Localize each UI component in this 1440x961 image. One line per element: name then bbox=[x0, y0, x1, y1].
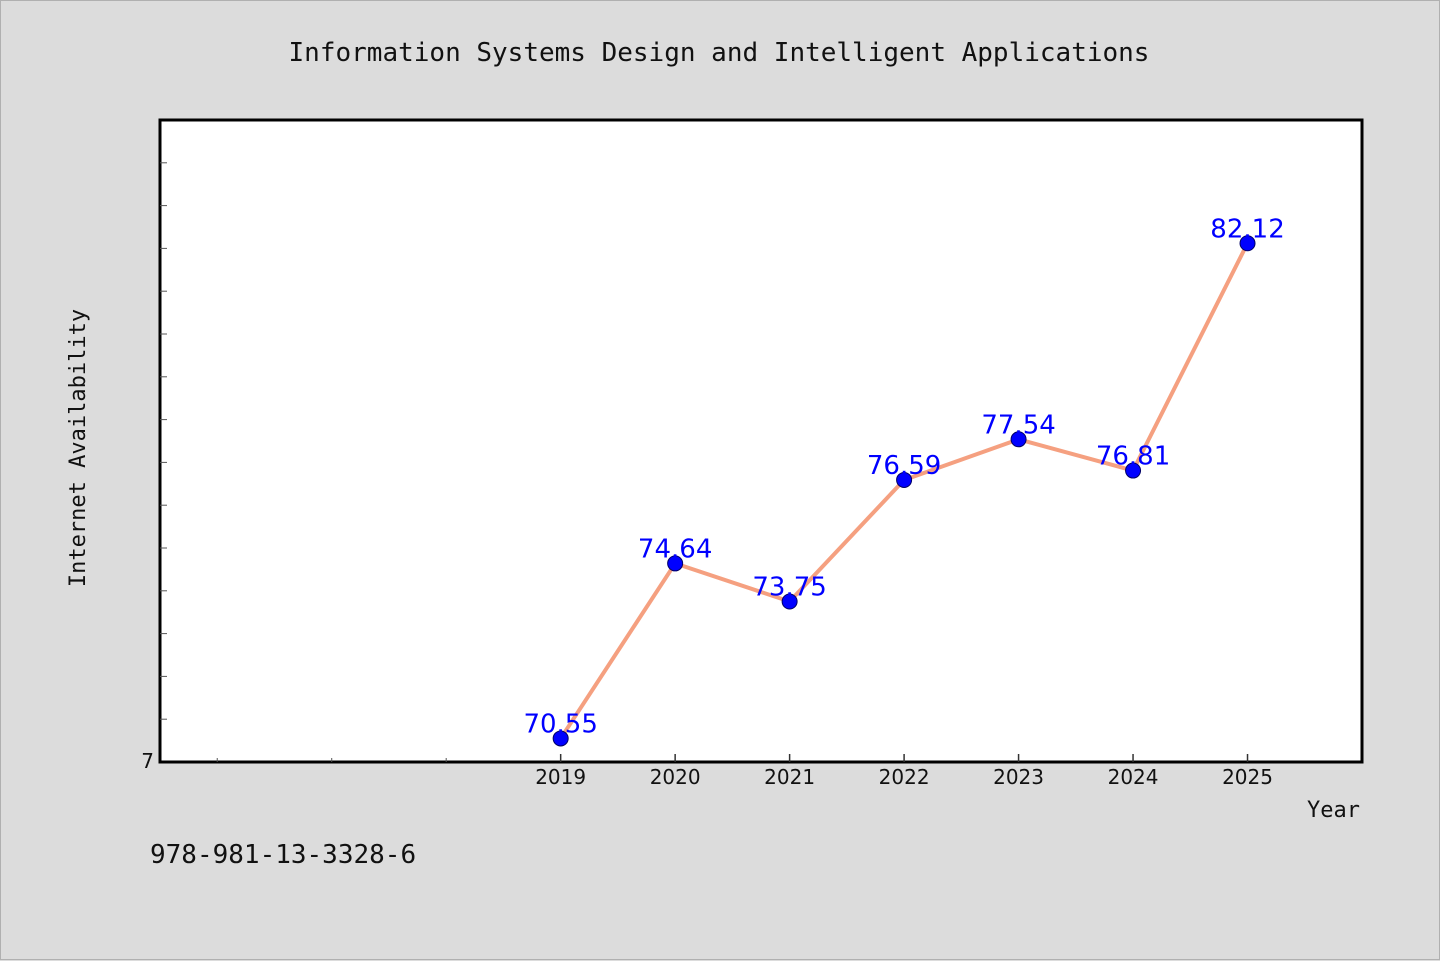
x-tick-label: 2025 bbox=[1222, 765, 1273, 789]
data-point bbox=[667, 555, 684, 572]
chart-title: Information Systems Design and Intellige… bbox=[289, 38, 1150, 68]
x-axis-title: Year bbox=[1307, 798, 1360, 823]
x-axis-tick-labels: 2019 2020 2021 2022 2023 2024 2025 bbox=[535, 765, 1273, 789]
x-axis-ticks bbox=[216, 754, 1249, 762]
x-tick-label: 2020 bbox=[650, 765, 701, 789]
x-tick-label: 2022 bbox=[879, 765, 930, 789]
plot-area bbox=[158, 118, 1364, 764]
data-label: 76.59 bbox=[867, 451, 941, 481]
isbn-code: 978-981-13-3328-6 bbox=[150, 840, 416, 870]
data-label: 73.75 bbox=[752, 573, 826, 603]
x-tick-label: 2019 bbox=[535, 765, 586, 789]
y-axis-title: Internet Availability bbox=[66, 309, 91, 587]
data-point bbox=[1010, 431, 1027, 448]
data-point bbox=[1125, 462, 1142, 479]
data-label: 82.12 bbox=[1210, 214, 1284, 244]
y-tick-label: 7 bbox=[141, 749, 154, 773]
data-markers bbox=[552, 235, 1256, 747]
data-point bbox=[781, 593, 798, 610]
data-label: 77.54 bbox=[981, 410, 1055, 440]
y-axis-tick-labels: 7 bbox=[141, 749, 154, 773]
data-label: 74.64 bbox=[638, 534, 712, 564]
data-point bbox=[552, 730, 569, 747]
data-label: 76.81 bbox=[1096, 442, 1170, 472]
data-labels: 70.55 74.64 73.75 76.59 77.54 76.81 82.12 bbox=[523, 214, 1284, 739]
x-tick-label: 2024 bbox=[1108, 765, 1159, 789]
data-point bbox=[1239, 235, 1256, 252]
x-tick-label: 2021 bbox=[764, 765, 815, 789]
y-axis-ticks bbox=[160, 162, 167, 720]
data-point bbox=[896, 471, 913, 488]
x-tick-label: 2023 bbox=[993, 765, 1044, 789]
data-label: 70.55 bbox=[523, 709, 597, 739]
